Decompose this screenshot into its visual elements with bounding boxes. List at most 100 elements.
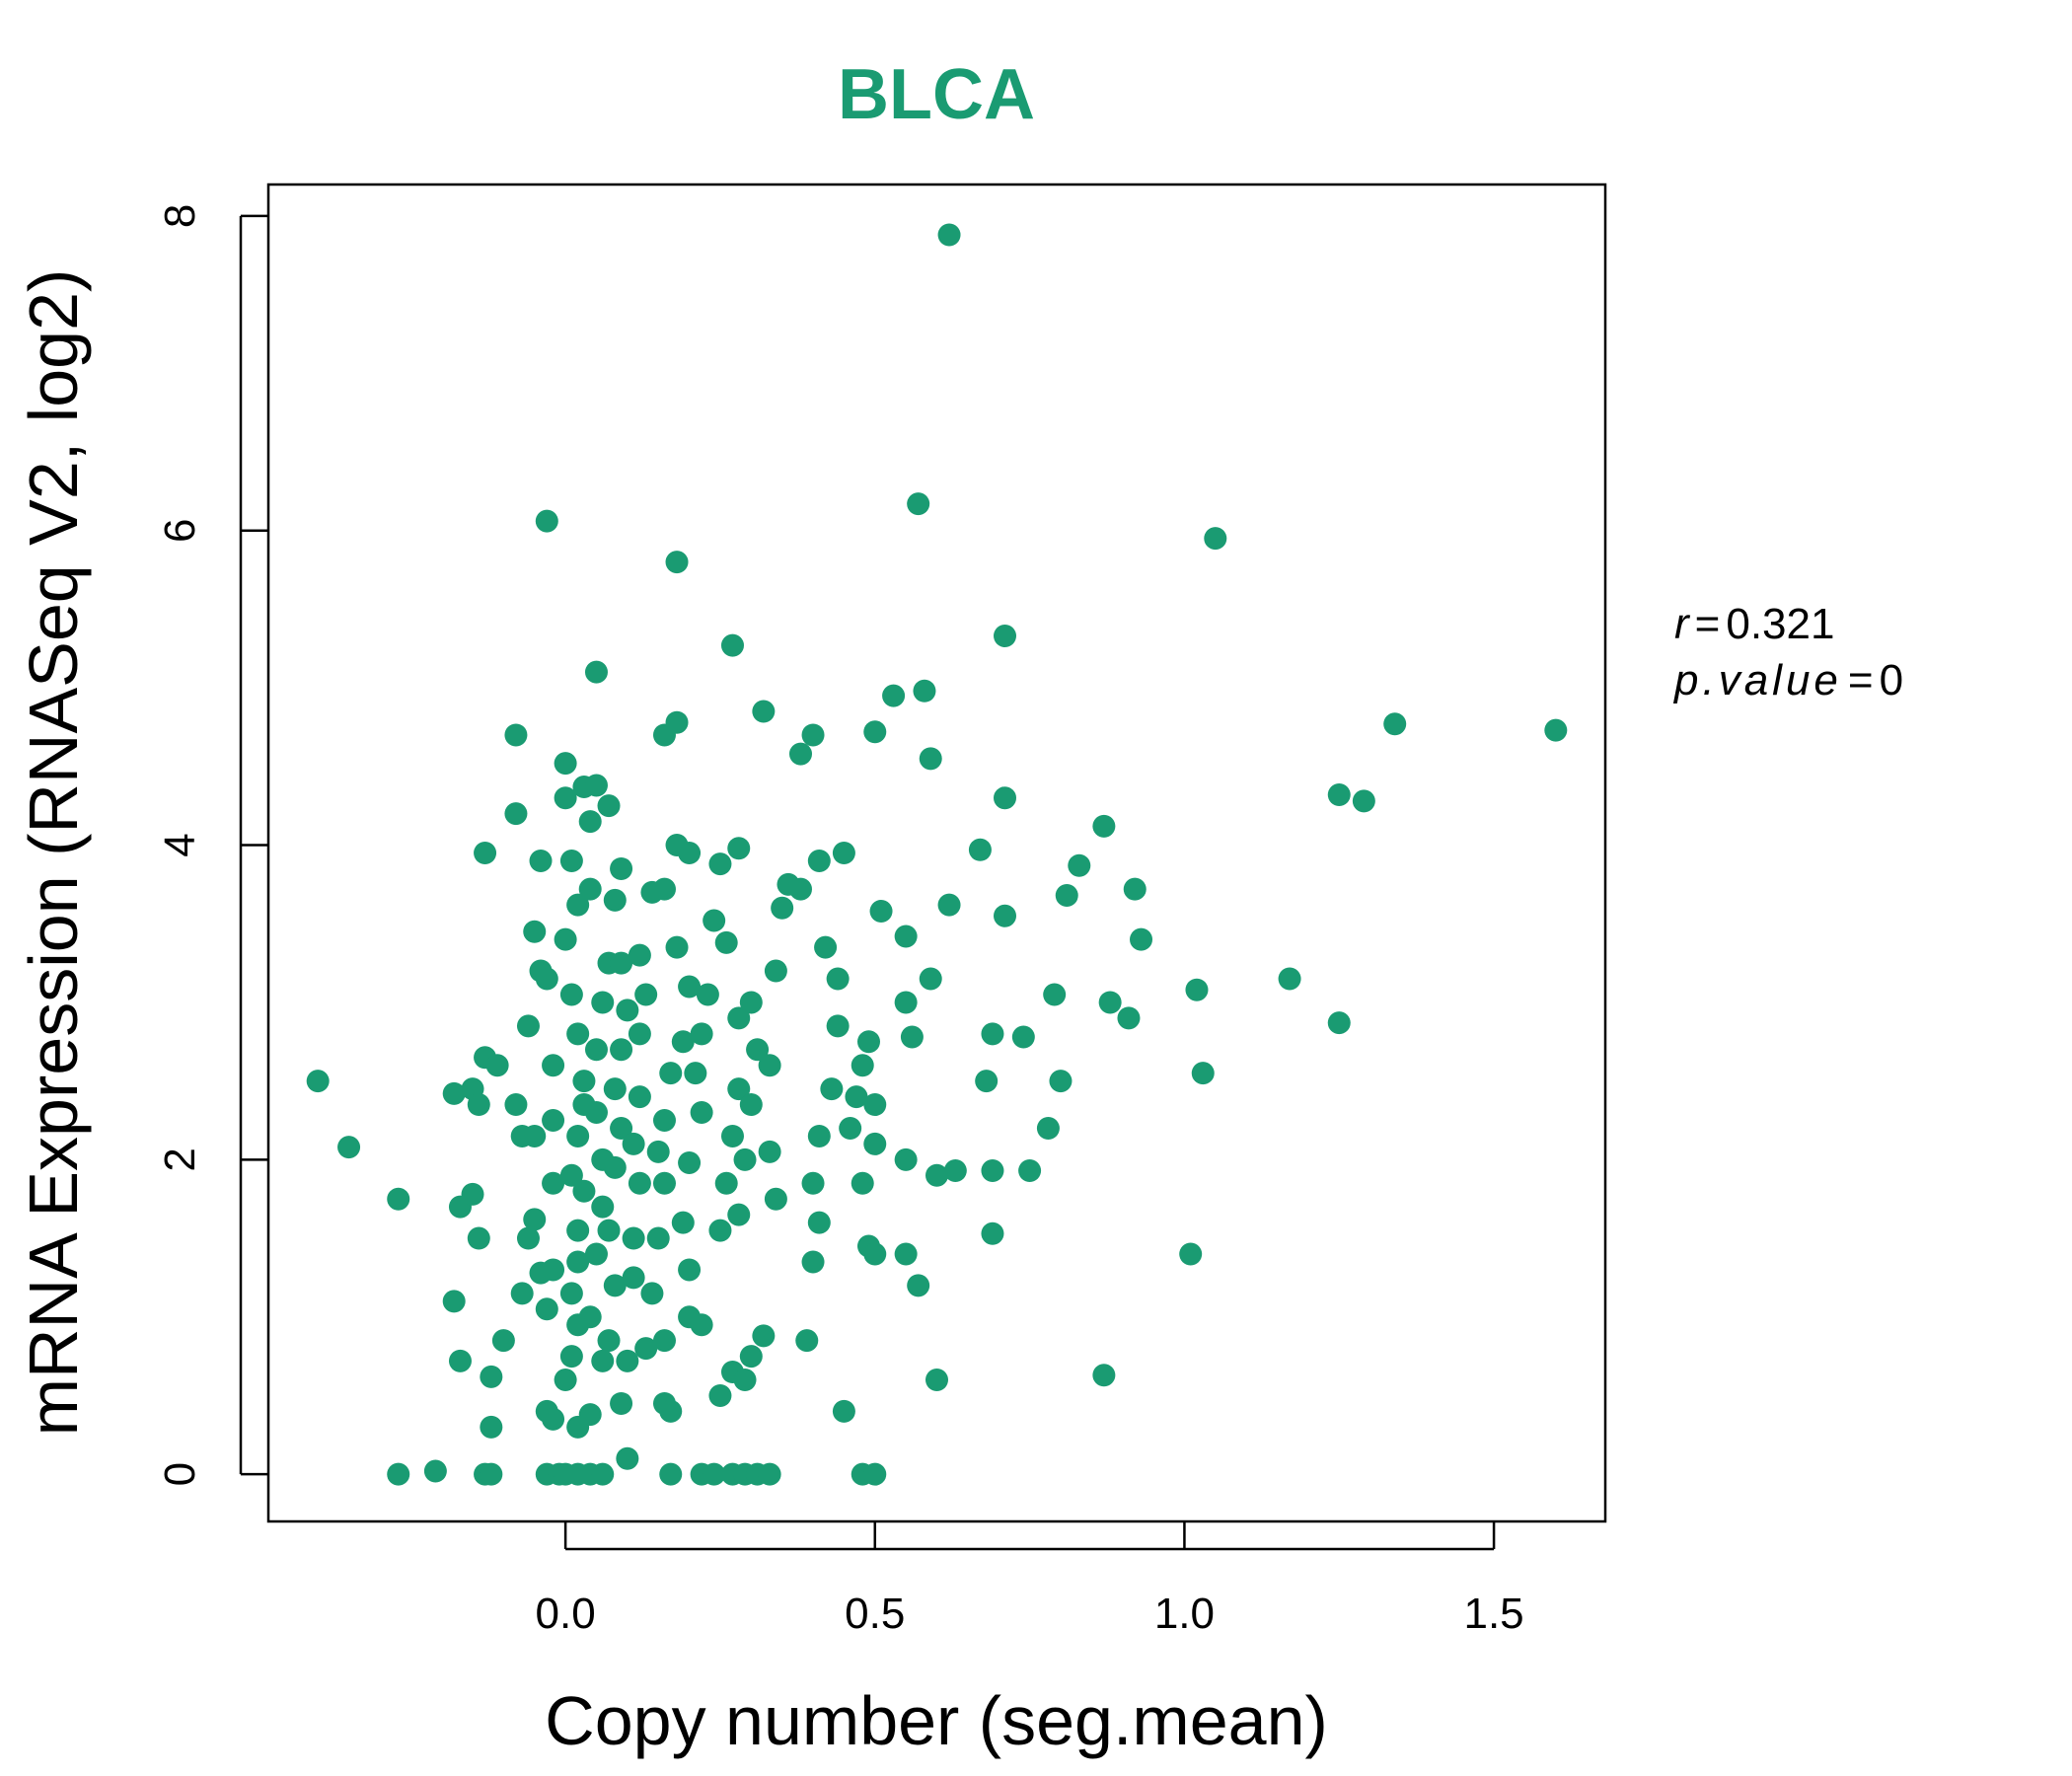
data-point: [665, 551, 689, 574]
data-point: [739, 1093, 763, 1117]
data-point: [1191, 1062, 1215, 1085]
data-point: [981, 1221, 1004, 1245]
data-point: [937, 223, 961, 247]
data-point: [461, 1182, 484, 1206]
data-point: [764, 1187, 787, 1211]
data-point: [925, 1369, 948, 1392]
svg-text:p.value=0: p.value = 0: [1672, 656, 1903, 704]
data-point: [578, 1305, 602, 1329]
data-point: [733, 1369, 757, 1392]
data-point: [801, 1250, 825, 1274]
correlation-annotation: r = 0.321 p.value = 0: [1672, 600, 1903, 704]
data-point: [1544, 718, 1568, 742]
data-point: [690, 1022, 713, 1046]
data-point: [423, 1459, 447, 1483]
data-point: [448, 1349, 472, 1372]
data-point: [535, 967, 558, 991]
data-point: [578, 810, 602, 834]
data-point: [788, 742, 812, 766]
y-axis: 0 2 4 6 8: [156, 204, 268, 1486]
y-tick-label: 0: [156, 1462, 204, 1486]
data-point: [584, 660, 608, 684]
r-symbol: r: [1674, 600, 1691, 648]
data-point: [919, 747, 942, 771]
data-point: [851, 1054, 874, 1077]
data-point: [764, 959, 787, 983]
data-point: [907, 1274, 930, 1297]
data-point: [869, 899, 893, 923]
x-tick-label: 0.0: [536, 1590, 596, 1638]
data-point: [542, 1109, 565, 1132]
x-axis: 0.0 0.5 1.0 1.5: [536, 1521, 1524, 1638]
data-point: [559, 1163, 583, 1187]
data-point: [727, 1203, 751, 1226]
data-point: [480, 1365, 503, 1388]
data-point: [616, 1446, 639, 1470]
data-point: [771, 896, 794, 920]
data-point: [572, 1179, 596, 1203]
data-point: [480, 1462, 503, 1486]
data-point: [474, 842, 497, 864]
data-point: [566, 1022, 590, 1046]
data-point: [306, 1070, 330, 1093]
data-point: [659, 1399, 683, 1423]
data-point: [678, 842, 702, 864]
data-point: [1092, 814, 1116, 838]
data-point: [516, 1226, 540, 1250]
data-point: [919, 967, 942, 991]
data-point: [559, 1282, 583, 1305]
data-point: [566, 1124, 590, 1147]
data-point: [665, 710, 689, 734]
data-point: [807, 849, 831, 872]
data-point: [690, 1101, 713, 1125]
data-point: [610, 1116, 633, 1140]
data-point: [678, 1258, 702, 1282]
data-point: [387, 1187, 410, 1211]
data-point: [720, 1124, 744, 1147]
data-point: [566, 893, 590, 917]
data-point: [863, 1093, 887, 1117]
data-point: [746, 1038, 770, 1062]
data-point: [603, 1274, 627, 1297]
data-point: [1055, 884, 1078, 908]
data-point: [616, 999, 639, 1022]
data-point: [708, 1383, 732, 1407]
data-point: [597, 1219, 621, 1242]
data-point: [603, 1077, 627, 1101]
data-point: [727, 1077, 751, 1101]
data-point: [758, 1140, 781, 1163]
data-point: [559, 1345, 583, 1369]
data-point: [1117, 1006, 1141, 1030]
data-point: [758, 1462, 781, 1486]
data-point: [820, 1077, 844, 1101]
svg-text:r=0.321: r = 0.321: [1674, 600, 1834, 648]
data-point: [591, 1462, 615, 1486]
data-point: [1204, 527, 1227, 551]
data-point: [968, 838, 992, 861]
data-point: [510, 1282, 534, 1305]
data-point: [720, 633, 744, 657]
data-point: [708, 852, 732, 876]
data-point: [1049, 1070, 1073, 1093]
data-point: [554, 1369, 577, 1392]
data-point: [652, 877, 676, 901]
data-point: [646, 1226, 670, 1250]
data-point: [491, 1329, 515, 1353]
data-point: [387, 1462, 410, 1486]
data-point: [442, 1081, 466, 1105]
data-point: [659, 1462, 683, 1486]
data-point: [535, 509, 558, 533]
data-point: [801, 1171, 825, 1195]
data-point: [634, 1337, 658, 1361]
data-point: [622, 1226, 645, 1250]
data-point: [1278, 967, 1301, 991]
data-point: [671, 1211, 695, 1234]
y-tick-label: 4: [156, 833, 204, 856]
data-point: [504, 802, 528, 826]
data-point: [628, 1085, 651, 1109]
data-point: [628, 1022, 651, 1046]
data-point: [826, 967, 850, 991]
data-point: [610, 951, 633, 975]
data-point: [603, 888, 627, 912]
data-point: [708, 1219, 732, 1242]
